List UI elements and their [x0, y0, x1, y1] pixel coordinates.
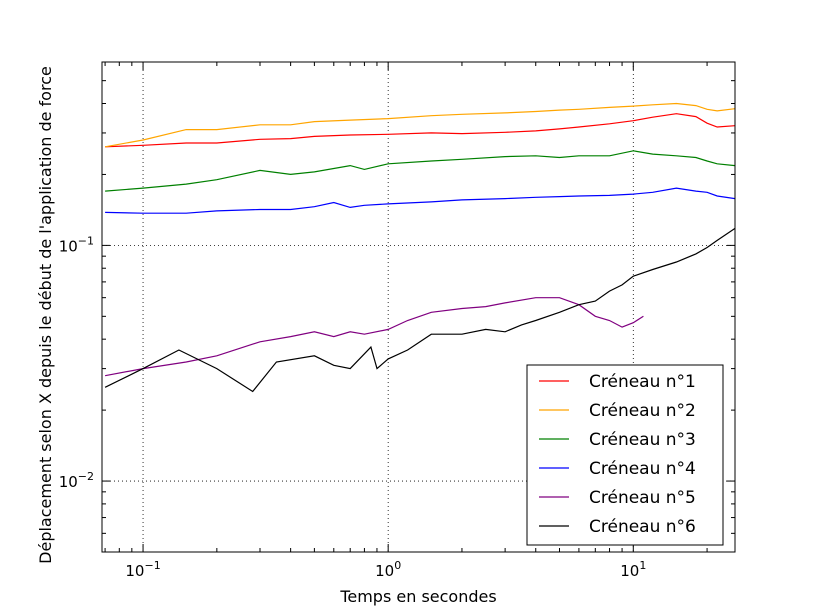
tick-marks: [102, 62, 735, 552]
x-axis-label: Temps en secondes: [339, 587, 496, 606]
series-line-5: [104, 297, 644, 377]
series-line-4: [105, 187, 736, 214]
legend-label: Créneau n°5: [589, 488, 696, 508]
legend-label: Créneau n°6: [589, 517, 696, 537]
legend-label: Créneau n°4: [589, 459, 696, 479]
y-tick-base: 10: [59, 237, 78, 255]
legend-label: Créneau n°2: [589, 401, 696, 421]
series-line-6: [104, 227, 736, 393]
x-tick-label: 101: [620, 559, 646, 580]
legend-box: [526, 364, 724, 546]
y-tick-exponent: −1: [78, 234, 94, 247]
x-tick-base: 10: [375, 562, 394, 580]
x-tick-exponent: 0: [394, 559, 401, 572]
x-tick-label: 100: [375, 559, 401, 580]
legend-label: Créneau n°1: [589, 372, 696, 392]
x-tick-label: 10−1: [125, 559, 160, 580]
legend-label: Créneau n°3: [589, 430, 696, 450]
legend: Créneau n°1 Créneau n°2 Créneau n°3 Créneau…: [526, 364, 724, 546]
x-tick-exponent: −1: [144, 559, 160, 572]
y-tick-label: 10−1: [59, 234, 94, 255]
x-tick-base: 10: [125, 562, 144, 580]
y-tick-label: 10−2: [59, 470, 94, 491]
series-line-2: [104, 102, 736, 148]
plot-frame: [101, 61, 736, 553]
series-line-3: [105, 150, 736, 192]
series-line-1: [105, 113, 736, 148]
y-tick-exponent: −2: [78, 470, 94, 483]
x-tick-base: 10: [620, 562, 639, 580]
y-axis-label: Déplacement selon X depuis le début de l…: [36, 66, 55, 564]
x-tick-exponent: 1: [639, 559, 646, 572]
y-tick-base: 10: [59, 473, 78, 491]
series-lines: [104, 102, 736, 393]
